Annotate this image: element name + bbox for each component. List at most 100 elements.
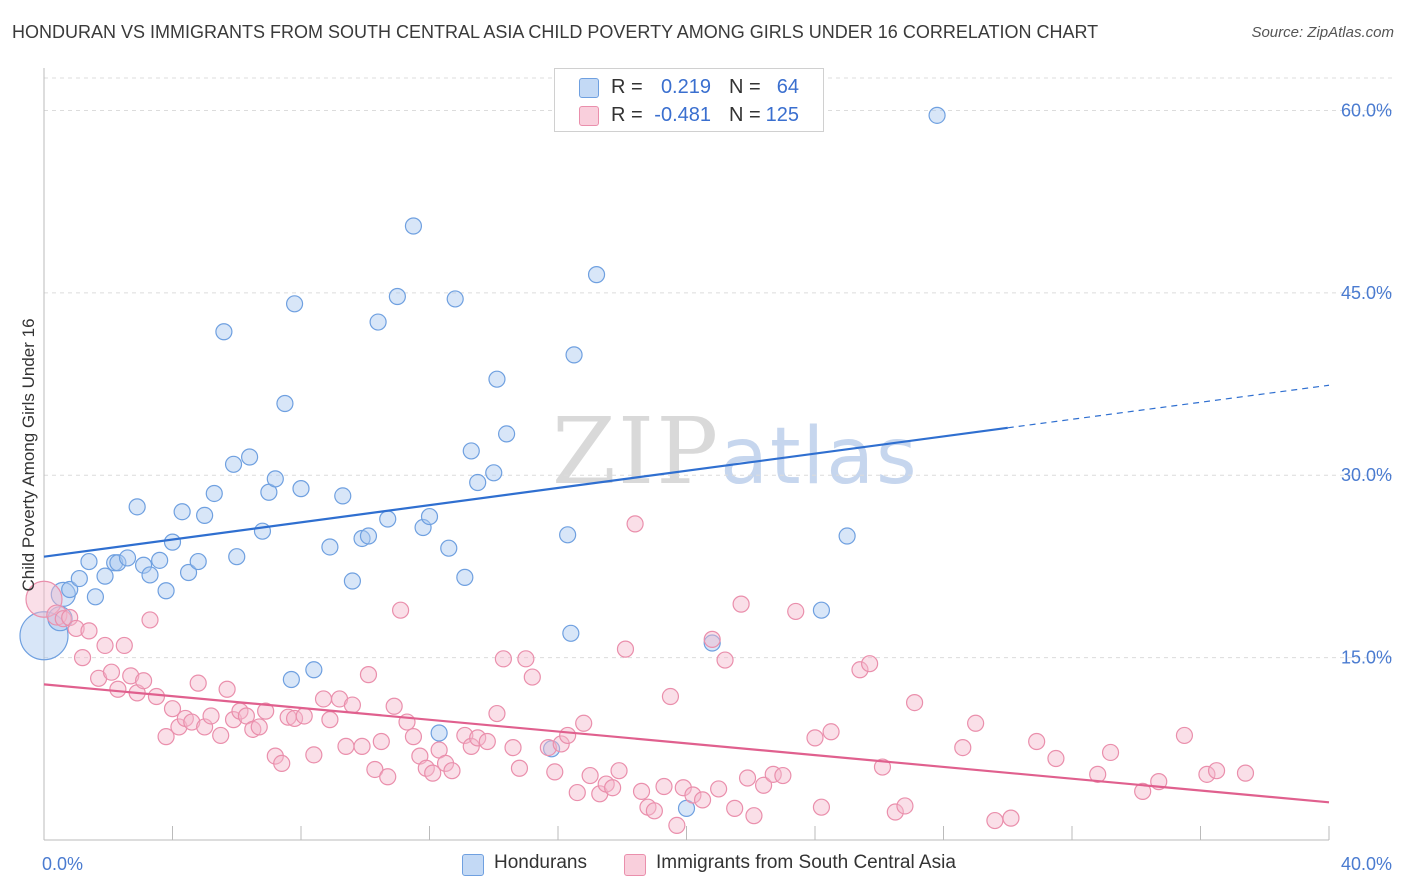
legend-swatch-hondurans <box>462 854 484 876</box>
honduran-point <box>61 580 79 599</box>
honduran-point <box>19 611 69 661</box>
south-central-asia-point <box>424 764 442 782</box>
south-central-asia-point <box>488 704 506 723</box>
south-central-asia-point <box>954 738 972 757</box>
honduran-trend-line <box>43 426 1008 558</box>
south-central-asia-point <box>157 728 175 746</box>
honduran-point <box>838 527 856 545</box>
n-value: 64 <box>776 76 799 98</box>
honduran-point <box>189 552 207 571</box>
honduran-point <box>70 569 88 588</box>
south-central-asia-trend-line <box>43 683 1330 804</box>
south-central-asia-point <box>372 732 390 751</box>
south-central-asia-point <box>134 672 153 690</box>
south-central-asia-point <box>616 640 635 658</box>
chart-title: HONDURAN VS IMMIGRANTS FROM SOUTH CENTRA… <box>12 22 1099 42</box>
south-central-asia-point <box>73 649 92 667</box>
south-central-asia-point <box>218 680 236 698</box>
honduran-point <box>321 538 339 556</box>
south-central-asia-point <box>873 758 892 776</box>
south-central-asia-point <box>632 782 651 800</box>
honduran-point <box>224 455 243 473</box>
n-value: 125 <box>765 104 799 126</box>
honduran-point <box>134 556 153 574</box>
south-central-asia-point <box>710 780 728 798</box>
south-central-asia-point <box>202 707 220 725</box>
south-central-asia-point <box>822 723 840 741</box>
south-central-asia-point <box>1089 765 1107 783</box>
source-credit: Source: ZipAtlas.com <box>1251 24 1394 41</box>
honduran-point <box>928 106 946 124</box>
y-tick-label: 45.0% <box>1341 283 1392 303</box>
south-central-asia-point <box>559 726 577 745</box>
honduran-point <box>276 394 294 413</box>
honduran-point <box>446 290 464 308</box>
south-central-asia-point <box>359 666 378 684</box>
honduran-point <box>292 480 310 498</box>
honduran-point <box>456 568 474 586</box>
south-central-asia-point <box>738 769 757 787</box>
south-central-asia-point <box>96 636 114 655</box>
south-central-asia-point <box>337 737 355 755</box>
correlation-legend: R = 0.219 N = 64 R = -0.481 N = 125 <box>554 68 824 132</box>
legend-swatch-south-central-asia <box>579 106 599 126</box>
south-central-asia-point <box>183 713 201 731</box>
south-central-asia-point <box>314 690 333 708</box>
honduran-point <box>285 295 304 313</box>
south-central-asia-point <box>250 718 268 736</box>
honduran-point <box>196 506 214 524</box>
honduran-point <box>282 670 300 689</box>
data-points <box>19 106 1255 835</box>
south-central-asia-point <box>54 610 72 628</box>
axes <box>43 68 1330 841</box>
south-central-asia-point <box>851 661 869 679</box>
honduran-point <box>334 487 352 505</box>
south-central-asia-point <box>575 714 593 732</box>
south-central-asia-point <box>305 746 323 764</box>
south-central-asia-point <box>295 707 313 725</box>
south-central-asia-point <box>366 760 384 779</box>
honduran-point <box>404 217 423 235</box>
south-central-asia-point <box>1198 765 1216 783</box>
south-central-asia-point <box>896 797 914 815</box>
honduran-point <box>157 582 175 600</box>
honduran-point <box>179 563 198 582</box>
south-central-asia-point <box>886 803 904 821</box>
south-central-asia-point <box>787 602 805 621</box>
honduran-point <box>80 552 98 571</box>
x-tick-label: 0.0% <box>42 854 83 874</box>
south-central-asia-point <box>456 726 474 745</box>
gridlines <box>44 77 1392 659</box>
watermark-zip: ZIP <box>552 398 721 505</box>
south-central-asia-point <box>462 737 480 755</box>
honduran-trend-extension <box>1007 384 1330 429</box>
south-central-asia-point <box>141 611 159 629</box>
south-central-asia-point <box>115 636 133 655</box>
honduran-point <box>565 346 583 364</box>
south-central-asia-point <box>385 697 403 715</box>
south-central-asia-point <box>109 680 127 698</box>
honduran-point <box>462 442 480 460</box>
watermark-atlas: atlas <box>720 412 919 502</box>
south-central-asia-point <box>80 622 98 640</box>
south-central-asia-point <box>353 737 371 755</box>
honduran-point <box>228 548 246 566</box>
n-label: N = <box>729 76 761 98</box>
south-central-asia-point <box>523 668 541 686</box>
south-central-asia-point <box>67 619 85 638</box>
south-central-asia-point <box>703 630 721 648</box>
south-central-asia-point <box>693 791 712 809</box>
south-central-asia-point <box>546 763 564 781</box>
honduran-point <box>469 473 487 492</box>
legend-swatch-south-central-asia <box>624 854 646 876</box>
south-central-asia-point <box>273 754 291 773</box>
south-central-asia-point <box>610 762 628 780</box>
y-tick-label: 60.0% <box>1341 100 1392 120</box>
south-central-asia-point <box>539 738 557 757</box>
r-value: 0.219 <box>660 76 711 98</box>
y-tick-label: 15.0% <box>1341 648 1392 668</box>
honduran-point <box>109 554 127 572</box>
n-label: N = <box>729 104 761 126</box>
south-central-asia-point <box>581 766 599 785</box>
r-label: R = <box>611 76 643 98</box>
